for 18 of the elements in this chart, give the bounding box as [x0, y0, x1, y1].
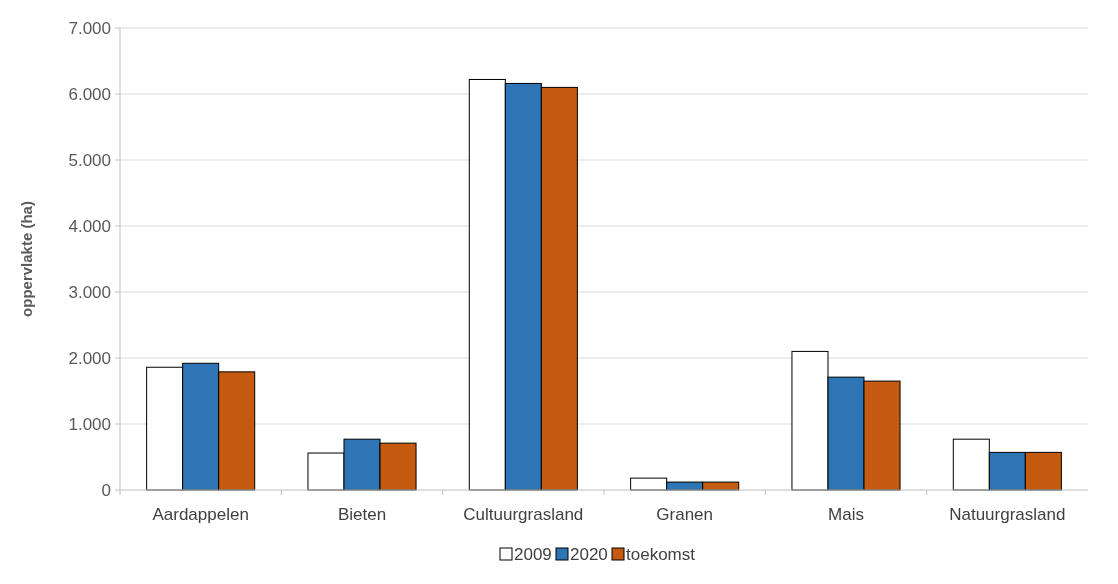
- y-axis-title: oppervlakte (ha): [18, 201, 35, 317]
- legend-label: 2020: [570, 545, 608, 564]
- x-tick-label: Bieten: [337, 505, 387, 524]
- y-tick-label: 1.000: [68, 414, 111, 434]
- y-tick-label: 6.000: [68, 84, 111, 104]
- y-tick-label: 7.000: [68, 18, 111, 38]
- x-tick-label: Cultuurgrasland: [463, 505, 584, 524]
- y-tick-label: 4.000: [68, 216, 111, 236]
- x-tick-label: Mais: [828, 505, 864, 524]
- x-tick-label: Aardappelen: [152, 505, 249, 524]
- x-tick-label: Natuurgrasland: [949, 505, 1066, 524]
- legend-label: toekomst: [626, 545, 696, 564]
- x-tick-label: Granen: [656, 505, 714, 524]
- y-tick-label: 3.000: [68, 282, 111, 302]
- y-tick-label: 5.000: [68, 150, 111, 170]
- y-tick-label: 0: [101, 480, 111, 500]
- y-tick-label: 2.000: [68, 348, 111, 368]
- legend-label: 2009: [514, 545, 552, 564]
